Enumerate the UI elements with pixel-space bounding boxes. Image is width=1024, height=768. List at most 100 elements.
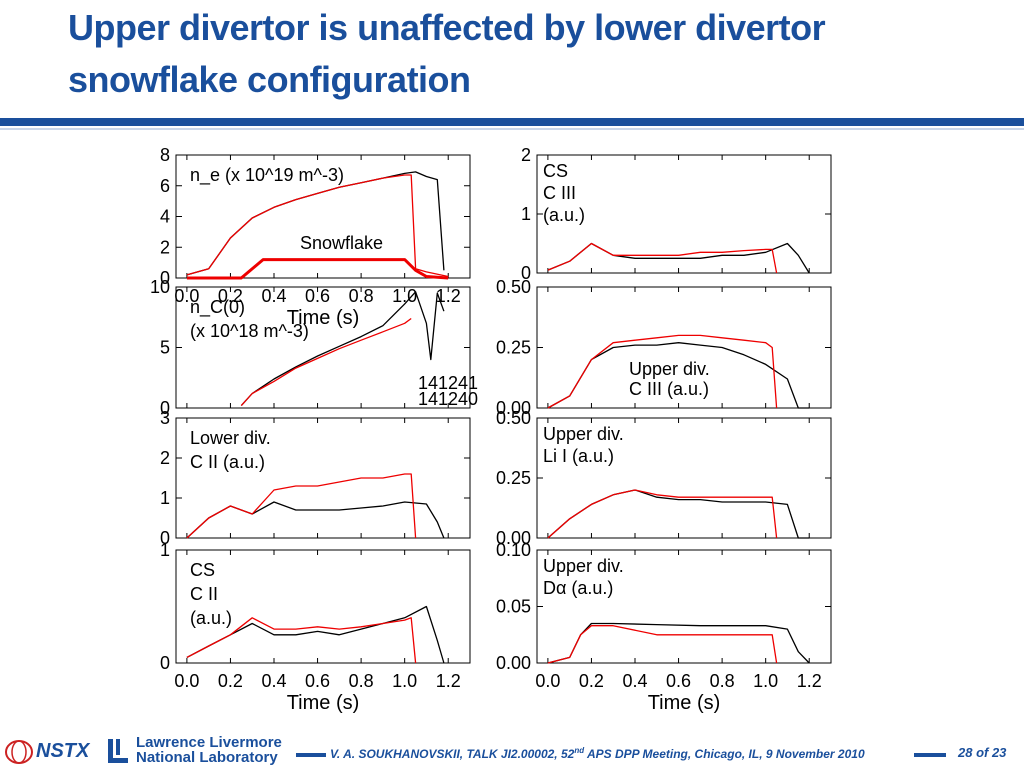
y-tick-label-upper-LiI-0: 0.00	[496, 528, 531, 548]
series-line-upper-CIII-1	[547, 334, 778, 409]
panel-label-CS-CII-0: CS	[190, 560, 215, 580]
x-axis-title-upper-Dalpha: Time (s)	[648, 692, 721, 714]
x-tick-label-left-2: 0.4	[261, 671, 286, 691]
y-tick-label-nC-1: 5	[160, 338, 170, 358]
x-tick-label-upper-Dalpha-5: 1.0	[753, 671, 778, 691]
panel-label-CS-CII-2: (a.u.)	[190, 608, 232, 628]
x-tick-label-upper-Dalpha-1: 0.2	[579, 671, 604, 691]
panel-label-ne-1: Snowflake	[300, 233, 383, 253]
x-tick-label-ne-0: 0.0	[174, 286, 199, 306]
y-tick-label-upper-LiI-2: 0.50	[496, 408, 531, 428]
panel-label-upper-LiI-1: Li I (a.u.)	[543, 446, 614, 466]
x-tick-label-left-1: 0.2	[218, 671, 243, 691]
llnl-line-2: National Laboratory	[136, 749, 278, 766]
y-tick-label-lower-CII-0: 0	[160, 528, 170, 548]
y-tick-label-upper-Dalpha-2: 0.10	[496, 540, 531, 560]
panel-label-lower-CII-1: C II (a.u.)	[190, 452, 265, 472]
series-line-upper-Dalpha-1	[547, 625, 778, 664]
y-tick-label-upper-CIII-1: 0.25	[496, 338, 531, 358]
y-tick-label-lower-CII-3: 3	[160, 408, 170, 428]
x-axis-title-CS-CII: Time (s)	[287, 692, 360, 714]
citation-rest: APS DPP Meeting, Chicago, IL, 9 November…	[584, 747, 865, 761]
x-tick-label-left-4: 0.8	[349, 671, 374, 691]
footer-citation: V. A. SOUKHANOVSKII, TALK JI2.00002, 52n…	[330, 746, 865, 761]
series-line-CS-CII-1	[186, 617, 417, 664]
llnl-logo-icon	[108, 739, 128, 763]
panel-label-CS-CII-1: C II	[190, 584, 218, 604]
nstx-logo-icon	[5, 740, 33, 764]
y-tick-label-lower-CII-2: 2	[160, 448, 170, 468]
panel-label-lower-CII-0: Lower div.	[190, 428, 271, 448]
y-tick-label-ne-2: 4	[160, 207, 170, 227]
y-tick-label-CS-CII-1: 1	[160, 540, 170, 560]
panel-label-nC-1: (x 10^18 m^-3)	[190, 321, 309, 341]
x-tick-label-upper-Dalpha-4: 0.8	[710, 671, 735, 691]
footer-bar-left	[296, 753, 326, 757]
y-tick-label-lower-CII-1: 1	[160, 488, 170, 508]
x-tick-label-ne-5: 1.0	[392, 286, 417, 306]
llnl-logo-text: Lawrence Livermore National Laboratory	[136, 735, 282, 765]
x-tick-label-left-6: 1.2	[436, 671, 461, 691]
x-tick-label-upper-Dalpha-0: 0.0	[535, 671, 560, 691]
x-tick-label-ne-3: 0.6	[305, 286, 330, 306]
figure: 0 2 4 6 8 n_e (x 10^19 m^-3) Snowflake 0.0 0.2 0.…	[150, 145, 832, 714]
nstx-logo-text: NSTX	[36, 740, 90, 762]
x-axis-title-ne: Time (s)	[287, 307, 360, 329]
series-line-CS-CII-0	[186, 605, 445, 664]
y-tick-label-upper-Dalpha-1: 0.05	[496, 597, 531, 617]
y-tick-label-upper-CIII-0: 0.00	[496, 398, 531, 418]
panel-label-upper-Dalpha-0: Upper div.	[543, 556, 624, 576]
footer-bar-right	[914, 753, 946, 757]
y-tick-label-ne-3: 6	[160, 176, 170, 196]
x-tick-label-ne-4: 0.8	[349, 286, 374, 306]
y-tick-label-CS-CII-0: 0	[160, 653, 170, 673]
panel-label-ne-0: n_e (x 10^19 m^-3)	[190, 165, 344, 186]
y-tick-label-ne-0: 0	[160, 268, 170, 288]
title-rule-accent	[0, 128, 1024, 130]
panel-label-upper-Dalpha-1: Dα (a.u.)	[543, 578, 613, 598]
panel-label-upper-LiI-0: Upper div.	[543, 424, 624, 444]
x-tick-label-left-3: 0.6	[305, 671, 330, 691]
y-tick-label-upper-Dalpha-0: 0.00	[496, 653, 531, 673]
y-tick-label-upper-LiI-1: 0.25	[496, 468, 531, 488]
y-tick-label-CS-CIII-0: 0	[521, 263, 531, 283]
panel-label-nC-2: 141241	[418, 373, 478, 393]
series-line-ne-2	[186, 258, 449, 280]
x-tick-label-upper-Dalpha-3: 0.6	[666, 671, 691, 691]
y-tick-label-upper-CIII-2: 0.50	[496, 277, 531, 297]
x-tick-label-ne-2: 0.4	[261, 286, 286, 306]
x-tick-label-left-0: 0.0	[174, 671, 199, 691]
series-line-CS-CIII-1	[547, 242, 778, 274]
series-line-nC-0	[240, 291, 445, 407]
citation-superscript: nd	[574, 746, 585, 755]
y-tick-label-CS-CIII-2: 2	[521, 145, 531, 165]
series-line-lower-CII-0	[186, 501, 445, 539]
x-tick-label-left-5: 1.0	[392, 671, 417, 691]
panel-label-CS-CIII-2: (a.u.)	[543, 205, 585, 225]
panel-label-upper-CIII-1: C III (a.u.)	[629, 379, 709, 399]
page-number: 28 of 23	[958, 745, 1007, 760]
panel-label-CS-CIII-1: C III	[543, 183, 576, 203]
series-line-nC-1	[240, 317, 412, 407]
slide-title: Upper divertor is unaffected by lower di…	[68, 7, 826, 100]
panel-label-nC-0: n_C(0)	[190, 297, 245, 318]
panel-label-nC-3: 141240	[418, 389, 478, 409]
y-tick-label-ne-1: 2	[160, 237, 170, 257]
series-line-ne-1	[186, 174, 449, 278]
title-rule	[0, 118, 1024, 126]
y-tick-label-CS-CIII-1: 1	[521, 204, 531, 224]
x-tick-label-upper-Dalpha-6: 1.2	[797, 671, 822, 691]
y-tick-label-ne-4: 8	[160, 145, 170, 165]
y-tick-label-nC-2: 10	[150, 277, 170, 297]
x-tick-label-ne-1: 0.2	[218, 286, 243, 306]
x-tick-label-upper-Dalpha-2: 0.4	[622, 671, 647, 691]
x-tick-label-ne-6: 1.2	[436, 286, 461, 306]
panel-label-CS-CIII-0: CS	[543, 161, 568, 181]
series-line-lower-CII-1	[186, 473, 417, 539]
panel-label-upper-CIII-0: Upper div.	[629, 359, 710, 379]
y-tick-label-nC-0: 0	[160, 398, 170, 418]
llnl-line-1: Lawrence Livermore	[136, 734, 282, 751]
plot-frame-lower-CII	[175, 417, 471, 539]
plot-frame-CS-CII	[175, 549, 471, 664]
series-line-upper-LiI-1	[547, 489, 778, 539]
